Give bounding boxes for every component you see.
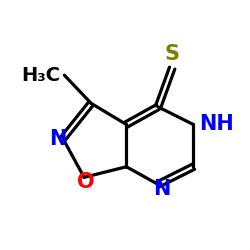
Text: S: S [165, 44, 180, 64]
Text: N: N [153, 179, 170, 199]
Text: H₃C: H₃C [21, 66, 60, 85]
Text: NH: NH [199, 114, 234, 134]
Text: N: N [49, 128, 67, 148]
Text: O: O [77, 172, 94, 192]
